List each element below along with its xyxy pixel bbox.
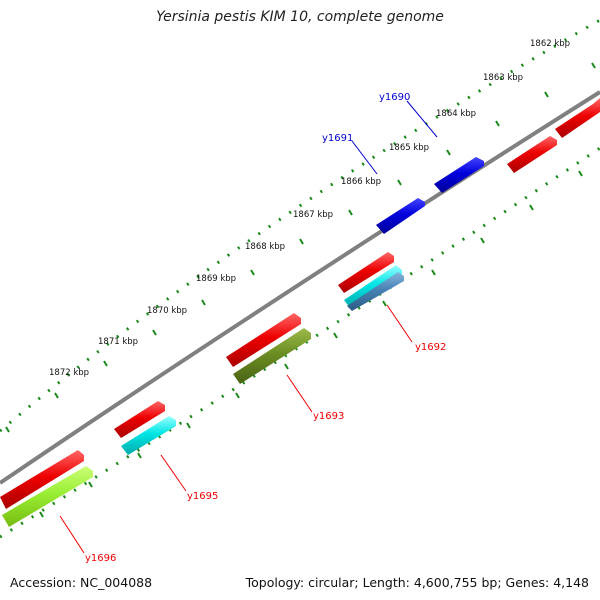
scale-label-1869: 1869 kbp bbox=[196, 274, 236, 284]
scale-label-1866: 1866 kbp bbox=[341, 177, 381, 187]
gene-top-right-2[interactable] bbox=[555, 98, 600, 138]
scale-label-1872: 1872 kbp bbox=[49, 368, 89, 378]
genome-backbone bbox=[0, 90, 600, 485]
scale-label-1864: 1864 kbp bbox=[436, 109, 476, 119]
gene-y1692-cyan[interactable] bbox=[344, 265, 402, 308]
gene-red-d[interactable] bbox=[0, 450, 84, 509]
outer-major-ticks bbox=[5, 62, 596, 433]
gene-y1693[interactable] bbox=[233, 328, 311, 384]
scale-labels: 1862 kbp 1863 kbp 1864 kbp 1865 kbp 1866… bbox=[49, 39, 570, 378]
scale-label-1863: 1863 kbp bbox=[483, 73, 523, 83]
map-title: Yersinia pestis KIM 10, complete genome bbox=[156, 9, 444, 25]
scale-label-1868: 1868 kbp bbox=[245, 242, 285, 252]
gene-top-right-1[interactable] bbox=[507, 136, 557, 173]
scale-label-1865: 1865 kbp bbox=[389, 143, 429, 153]
gene-label-y1693[interactable]: y1693 bbox=[313, 411, 344, 422]
gene-label-y1696[interactable]: y1696 bbox=[85, 553, 116, 564]
scale-label-1870: 1870 kbp bbox=[147, 306, 187, 316]
gene-y1690[interactable] bbox=[434, 157, 484, 193]
gene-features bbox=[0, 98, 600, 527]
accession-text: Accession: NC_004088 bbox=[10, 575, 153, 590]
gene-label-y1691[interactable]: y1691 bbox=[322, 133, 353, 144]
gene-label-y1692[interactable]: y1692 bbox=[415, 342, 446, 353]
scale-label-1871: 1871 kbp bbox=[98, 337, 138, 347]
gene-label-y1690[interactable]: y1690 bbox=[379, 92, 410, 103]
gene-y1695[interactable] bbox=[121, 416, 176, 455]
scale-label-1867: 1867 kbp bbox=[293, 210, 333, 220]
gene-y1691[interactable] bbox=[376, 198, 425, 234]
leader-lines bbox=[59, 100, 438, 554]
gene-red-c[interactable] bbox=[114, 401, 165, 438]
gene-label-y1695[interactable]: y1695 bbox=[187, 491, 218, 502]
gene-labels: y1690 y1691 y1692 y1693 y1695 y1696 bbox=[85, 92, 446, 564]
gene-y1692-steel[interactable] bbox=[347, 272, 404, 311]
scale-label-1862: 1862 kbp bbox=[530, 39, 570, 49]
inner-major-ticks bbox=[39, 170, 583, 518]
gene-red-b[interactable] bbox=[226, 313, 301, 367]
gene-y1696[interactable] bbox=[2, 466, 93, 527]
gene-red-a[interactable] bbox=[338, 252, 394, 293]
genome-summary-text: Topology: circular; Length: 4,600,755 bp… bbox=[245, 575, 589, 590]
